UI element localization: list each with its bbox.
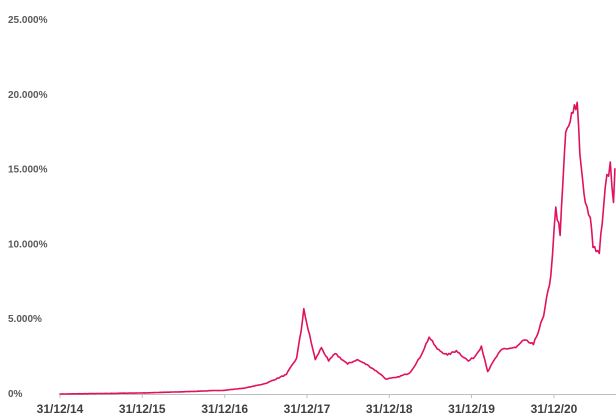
y-tick-label: 0%: [8, 389, 23, 400]
y-tick-label: 5.000%: [8, 314, 42, 325]
y-tick-label: 20.000%: [8, 90, 48, 101]
x-tick-label: 31/12/15: [119, 402, 166, 416]
y-tick-label: 10.000%: [8, 239, 48, 250]
y-axis-tick-labels: 0% 5.000% 10.000% 15.000% 20.000% 25.000%: [8, 15, 48, 400]
x-tick-label: 31/12/19: [448, 402, 495, 416]
series-line: [59, 101, 616, 395]
x-tick-label: 31/12/16: [201, 402, 248, 416]
x-tick-label: 31/12/18: [366, 402, 413, 416]
x-tick-label: 31/12/20: [531, 402, 578, 416]
x-axis-tick-labels: 31/12/14 31/12/15 31/12/16 31/12/17 31/12/18…: [37, 402, 578, 416]
x-tick-label: 31/12/14: [37, 402, 84, 416]
y-tick-label: 25.000%: [8, 15, 48, 26]
x-tick-label: 31/12/17: [284, 402, 331, 416]
y-tick-label: 15.000%: [8, 165, 48, 176]
